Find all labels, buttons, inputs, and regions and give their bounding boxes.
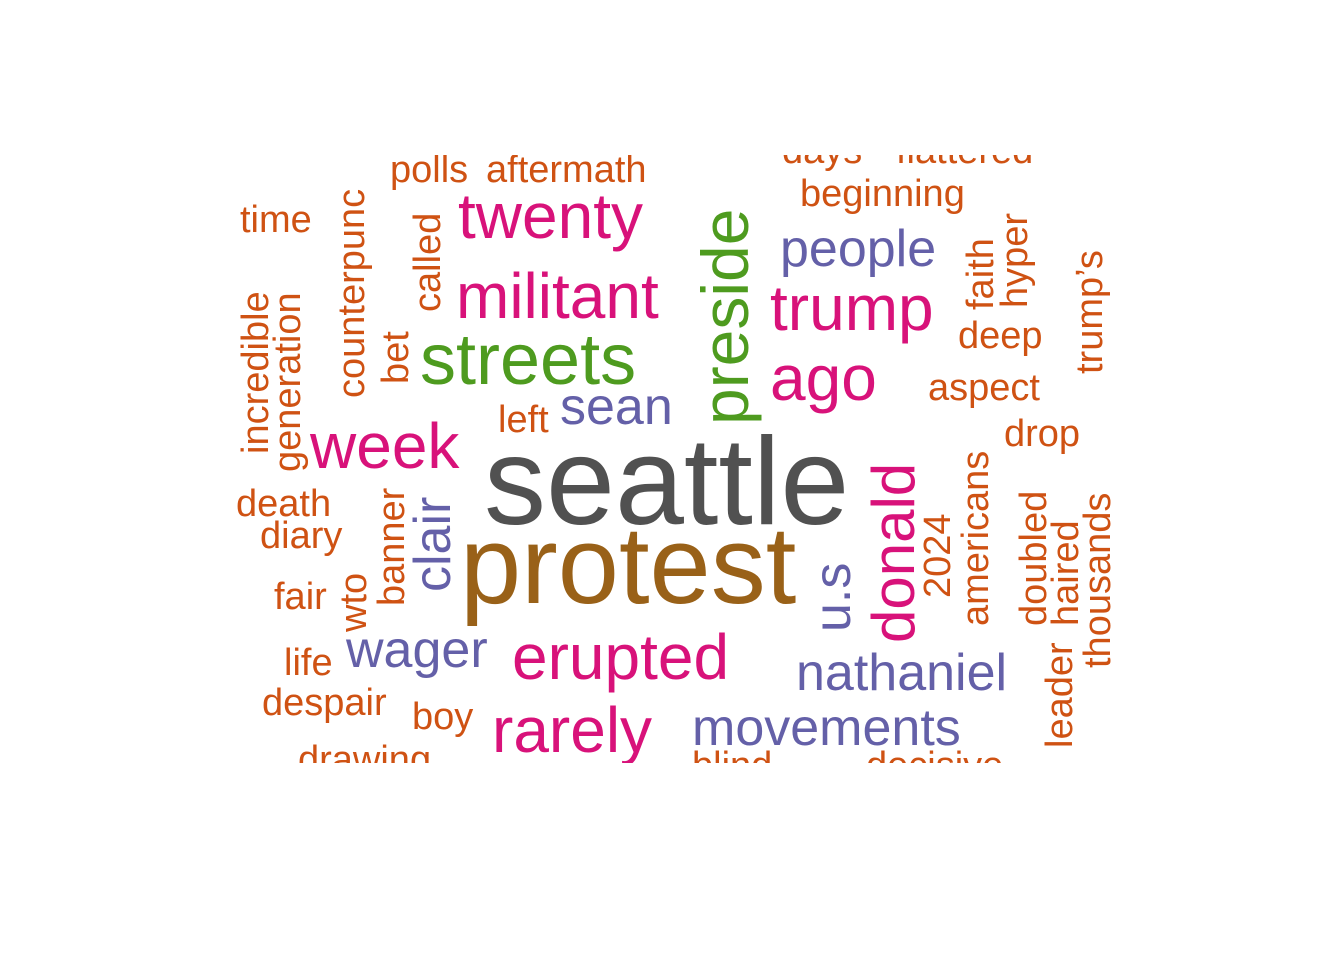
word-death: death <box>236 483 331 525</box>
word-decisive: decisive <box>866 745 1003 787</box>
word-wto: wto <box>333 573 375 633</box>
word-deep: deep <box>958 315 1043 357</box>
word-ago: ago <box>770 342 877 414</box>
word-week: week <box>309 410 460 482</box>
word-seattle: seattle <box>484 413 849 551</box>
word-despair: despair <box>262 682 387 724</box>
word-haired: haired <box>1045 520 1087 626</box>
word-2024: 2024 <box>917 513 959 598</box>
word-sean: sean <box>560 378 673 436</box>
word-banner: banner <box>371 487 413 606</box>
word-incredible: incredible <box>235 291 277 454</box>
word-hyper: hyper <box>994 213 1036 308</box>
word-flattered: flattered <box>896 130 1033 172</box>
word-days: days <box>782 130 862 172</box>
word-aspect: aspect <box>928 367 1040 409</box>
word-polls: polls <box>390 149 468 191</box>
word-trump: trump <box>770 272 934 344</box>
word-militant: militant <box>456 260 659 332</box>
word-life: life <box>284 642 333 684</box>
word-left: left <box>498 399 549 441</box>
word-fair: fair <box>274 576 327 618</box>
word-blind: blind <box>692 745 772 787</box>
word-people: people <box>780 220 936 278</box>
word-bet: bet <box>375 331 417 384</box>
word-movements: movements <box>692 699 961 757</box>
word-leader: leader <box>1039 642 1081 748</box>
word-faith: faith <box>960 238 1002 310</box>
word-generation: generation <box>267 292 309 472</box>
word-diary: diary <box>260 515 342 557</box>
word-boy: boy <box>412 696 473 738</box>
word-americans: americans <box>955 451 997 626</box>
word-erupted: erupted <box>512 621 729 693</box>
word-counterpunc: counterpunc <box>331 189 373 398</box>
word-drop: drop <box>1004 413 1080 455</box>
word-doubled: doubled <box>1013 491 1055 626</box>
word-beginning: beginning <box>800 173 965 215</box>
word-thousands: thousands <box>1077 493 1119 668</box>
word-rarely: rarely <box>492 694 652 766</box>
word-time: time <box>240 199 312 241</box>
word-preside: preside <box>688 209 762 425</box>
word-twenty: twenty <box>458 180 643 252</box>
word-wager: wager <box>345 621 488 679</box>
word-donald: donald <box>860 463 927 643</box>
word-aftermath: aftermath <box>486 149 647 191</box>
word-streets: streets <box>420 320 636 400</box>
word-trump-s: trump’s <box>1069 250 1111 374</box>
word-protest: protest <box>460 504 796 627</box>
word-clair: clair <box>404 497 462 592</box>
word-called: called <box>407 213 449 312</box>
word-nathaniel: nathaniel <box>796 644 1007 702</box>
word-drawing: drawing <box>298 739 431 781</box>
word-u-s: u.s <box>804 563 862 632</box>
